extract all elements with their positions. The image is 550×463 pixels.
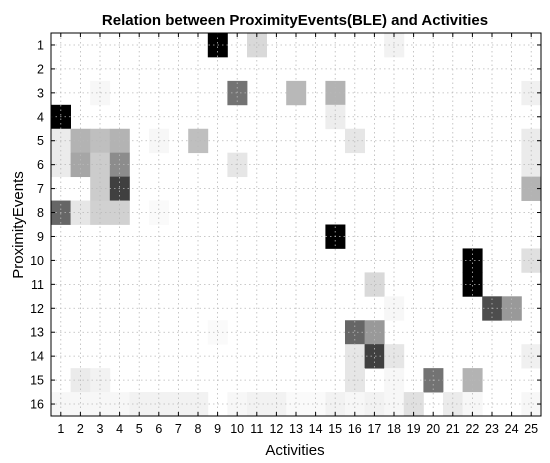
heatmap-cell [521,128,542,154]
heatmap-cell [521,80,542,106]
grid-lines [51,33,541,416]
heatmap-cell [286,392,307,417]
x-tick-label: 25 [524,422,538,436]
x-tick-label: 10 [230,422,244,436]
heatmap-cell [345,392,365,417]
heatmap-cell [90,80,111,106]
heatmap-cell [227,80,248,106]
heatmap-cell [364,320,385,345]
heatmap-cell [443,392,463,417]
y-tick-label: 10 [30,254,44,268]
heatmap-cell [345,320,365,345]
heatmap-cells [51,33,542,417]
x-tick-label: 19 [407,422,421,436]
heatmap-cell [305,392,326,417]
heatmap-cell [70,392,91,417]
heatmap-cell [227,392,248,417]
x-tick-label: 11 [250,422,263,436]
x-tick-label: 18 [387,422,401,436]
y-tick-label: 5 [37,134,44,148]
chart-title: Relation between ProximityEvents(BLE) an… [102,12,488,29]
heatmap-cell [521,176,542,201]
y-tick-label: 8 [37,206,44,220]
heatmap-cell [521,248,542,273]
y-tick-label: 14 [30,350,44,364]
x-tick-label: 5 [136,422,143,436]
y-axis-label: ProximityEvents [10,171,27,279]
x-tick-label: 3 [97,422,104,436]
heatmap-cell [364,344,385,369]
heatmap-cell [247,392,267,417]
x-tick-label: 22 [465,422,479,436]
x-tick-label: 4 [116,422,123,436]
heatmap-cell [286,80,307,106]
heatmap-cell [129,392,150,417]
heatmap-cell [521,392,542,417]
heatmap-cell [90,128,111,154]
x-tick-label: 15 [328,422,342,436]
heatmap-cell [90,392,111,417]
y-tick-label: 6 [37,158,44,172]
y-tick-label: 7 [37,182,44,196]
x-tick-label: 6 [155,422,162,436]
y-tick-label: 13 [30,326,44,340]
x-axis-label: Activities [265,442,324,459]
x-tick-label: 9 [214,422,221,436]
x-tick-label: 24 [505,422,519,436]
x-tick-label: 1 [57,422,64,436]
x-tick-label: 8 [195,422,202,436]
y-tick-label: 11 [31,278,44,292]
y-tick-label: 15 [30,374,44,388]
y-tick-label: 16 [30,398,44,412]
heatmap-cell [70,128,91,154]
x-tick-labels: 1 2 3 4 5 6 7 8 9 10 11 12 13 14 15 16 17 18 19 20 21 22 23 24 2… [57,33,538,436]
y-tick-label: 4 [37,110,44,124]
heatmap-cell [345,344,365,369]
heatmap-cell [364,392,385,417]
x-tick-label: 14 [309,422,323,436]
y-tick-label: 3 [37,86,44,100]
x-tick-label: 20 [426,422,440,436]
heatmap-cell [70,200,91,225]
heatmap-cell [462,248,483,273]
x-tick-label: 23 [485,422,499,436]
heatmap-cell [462,272,483,297]
heatmap-cell [188,128,209,154]
heatmap-cell [462,392,483,417]
heatmap-cell [521,344,542,369]
y-tick-label: 12 [30,302,44,316]
x-tick-label: 2 [77,422,84,436]
y-tick-label: 1 [37,38,44,52]
x-tick-label: 12 [269,422,283,436]
heatmap-cell [403,392,424,417]
heatmap-cell [345,128,365,154]
y-tick-label: 2 [37,62,44,76]
x-tick-label: 21 [446,422,460,436]
x-tick-label: 13 [289,422,303,436]
x-tick-label: 16 [348,422,362,436]
heatmap-cell [188,392,209,417]
x-tick-label: 17 [367,422,381,436]
y-tick-label: 9 [37,230,44,244]
heatmap-cell [168,392,189,417]
heatmap-cell [247,33,267,58]
heatmap-cell [90,176,111,201]
heatmap-cell [364,272,385,297]
heatmap-cell [90,200,111,225]
x-tick-label: 7 [175,422,182,436]
